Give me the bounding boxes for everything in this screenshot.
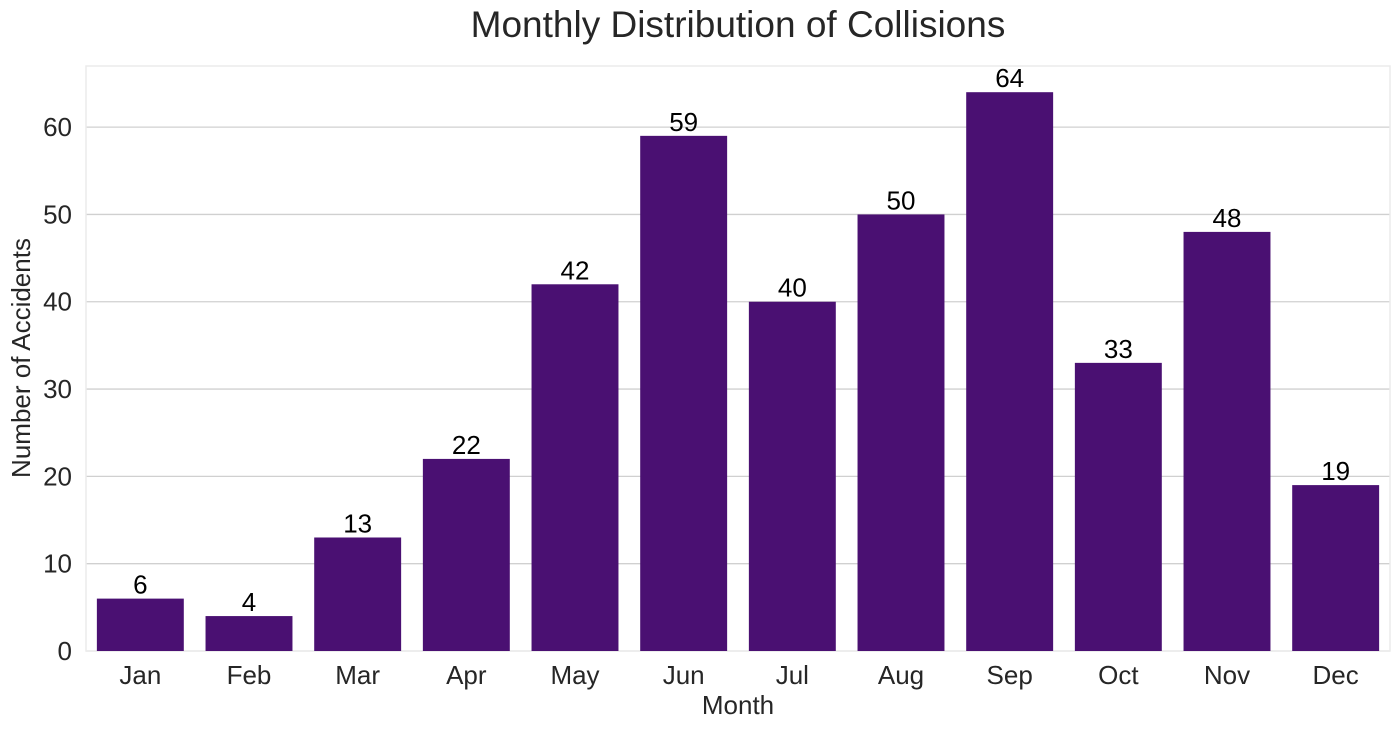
y-tick-label: 40 xyxy=(43,287,72,317)
y-gridlines xyxy=(86,126,1390,652)
data-label-mar: 13 xyxy=(343,508,372,538)
bar-jun xyxy=(640,135,728,651)
bar-mar xyxy=(314,537,402,651)
y-tick-label: 0 xyxy=(58,636,72,666)
x-tick-label-oct: Oct xyxy=(1098,660,1139,690)
bar-aug xyxy=(857,214,945,651)
bar-sep xyxy=(966,92,1054,651)
x-axis-label: Month xyxy=(702,690,774,720)
data-label-nov: 48 xyxy=(1213,203,1242,233)
x-tick-label-dec: Dec xyxy=(1313,660,1359,690)
data-label-apr: 22 xyxy=(452,430,481,460)
y-tick-label: 60 xyxy=(43,112,72,142)
data-label-dec: 19 xyxy=(1321,456,1350,486)
bar-nov xyxy=(1183,231,1271,652)
x-tick-label-sep: Sep xyxy=(987,660,1033,690)
bar-dec xyxy=(1292,485,1380,651)
x-tick-label-may: May xyxy=(550,660,599,690)
bar-jul xyxy=(748,301,836,651)
data-label-may: 42 xyxy=(561,255,590,285)
bar-jan xyxy=(96,598,184,651)
x-tick-label-apr: Apr xyxy=(446,660,487,690)
x-axis-ticks: Jan Feb Mar Apr May Jun Jul Aug Sep Oct Nov Dec xyxy=(119,660,1358,690)
y-tick-label: 30 xyxy=(43,374,72,404)
x-tick-label-aug: Aug xyxy=(878,660,924,690)
y-axis-ticks: 0 10 20 30 40 50 60 xyxy=(43,112,72,666)
data-label-sep: 64 xyxy=(995,63,1024,93)
y-tick-label: 50 xyxy=(43,199,72,229)
bar-feb xyxy=(205,616,293,651)
bar-may xyxy=(531,284,619,651)
x-tick-label-jul: Jul xyxy=(776,660,809,690)
y-tick-label: 10 xyxy=(43,549,72,579)
data-label-jul: 40 xyxy=(778,273,807,303)
data-label-jun: 59 xyxy=(669,107,698,137)
x-tick-label-mar: Mar xyxy=(335,660,380,690)
y-tick-label: 20 xyxy=(43,461,72,491)
data-label-aug: 50 xyxy=(887,185,916,215)
y-axis-label: Number of Accidents xyxy=(6,238,36,478)
x-tick-label-nov: Nov xyxy=(1204,660,1250,690)
data-label-jan: 6 xyxy=(133,570,147,600)
bar-oct xyxy=(1074,362,1162,651)
bar-apr xyxy=(422,458,510,651)
bars-group xyxy=(96,92,1380,652)
plot-frame xyxy=(85,65,1391,652)
chart-title: Monthly Distribution of Collisions xyxy=(471,4,1006,45)
data-label-feb: 4 xyxy=(242,587,256,617)
x-tick-label-jun: Jun xyxy=(663,660,705,690)
x-tick-label-feb: Feb xyxy=(227,660,272,690)
x-tick-label-jan: Jan xyxy=(119,660,161,690)
data-label-oct: 33 xyxy=(1104,334,1133,364)
